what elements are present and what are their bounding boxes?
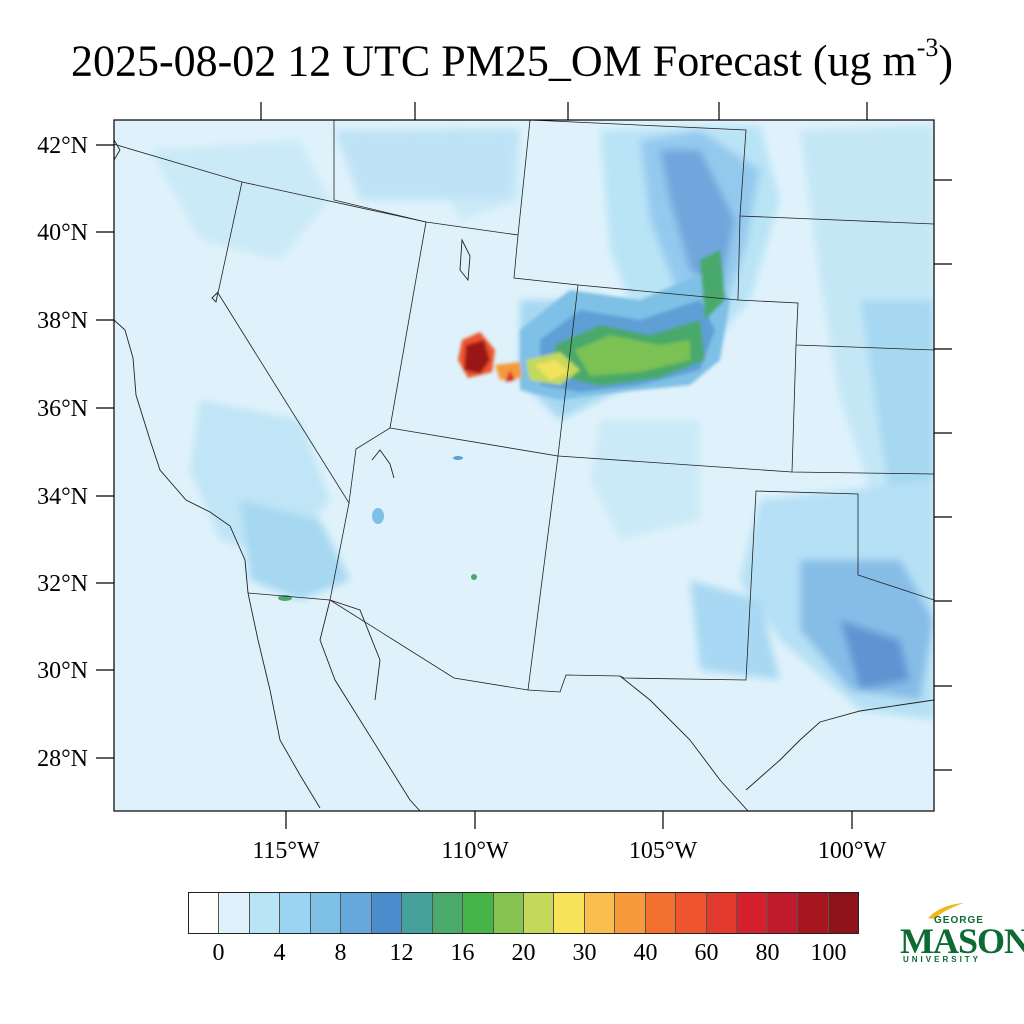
george-mason-logo: GEORGE MASON UNIVERSITY: [898, 902, 1024, 972]
latitude-labels: 42°N 40°N 38°N 36°N 34°N 32°N 30°N 28°N: [37, 133, 88, 772]
logo-university: UNIVERSITY: [903, 955, 982, 964]
lon-label: 110°W: [441, 838, 509, 864]
colorbar-box: [737, 893, 768, 933]
colorbar-box: [463, 893, 494, 933]
colorbar-label: 4: [273, 940, 286, 966]
lon-label: 100°W: [818, 838, 887, 864]
map-area: [114, 120, 934, 811]
colorbar-box: [432, 893, 464, 933]
title-close: ): [938, 36, 954, 86]
colorbar-box: [676, 893, 707, 933]
colorbar-box: [706, 893, 738, 933]
colorbar-box: [402, 893, 433, 933]
title-superscript: -3: [916, 33, 939, 62]
colorbar-box: [554, 893, 585, 933]
colorbar-label: 40: [633, 940, 658, 966]
colorbar-box: [523, 893, 555, 933]
colorbar-box: [767, 893, 799, 933]
colorbar-label: 60: [694, 940, 719, 966]
lat-label: 30°N: [37, 658, 88, 684]
colorbar-box: [584, 893, 616, 933]
axis-ticks: [96, 102, 952, 829]
colorbar-label: 20: [511, 940, 536, 966]
colorbar-label: 12: [389, 940, 414, 966]
lat-label: 36°N: [37, 396, 88, 422]
colorbar-box: [798, 893, 829, 933]
colorbar-box: [219, 893, 250, 933]
lat-label: 42°N: [37, 133, 88, 159]
colorbar-box: [249, 893, 281, 933]
colorbar-label: 100: [810, 940, 847, 966]
lat-label: 28°N: [37, 746, 88, 772]
logo-mason: MASON: [900, 921, 1024, 961]
state-boundaries: [114, 120, 934, 693]
colorbar-label: 30: [572, 940, 597, 966]
logo-george: GEORGE: [934, 915, 984, 926]
lat-label: 32°N: [37, 571, 88, 597]
colorbar-box: [645, 893, 677, 933]
colorbar-box: [828, 893, 858, 933]
colorbar-box: [615, 893, 646, 933]
map-frame: [113, 119, 935, 812]
lat-label: 38°N: [37, 308, 88, 334]
colorbar-box: [280, 893, 311, 933]
title-text: 2025-08-02 12 UTC PM25_OM Forecast (ug m: [70, 36, 917, 86]
small-smoke-spots: [278, 456, 477, 601]
colorbar-label: 16: [450, 940, 475, 966]
longitude-labels: 115°W 110°W 105°W 100°W: [252, 838, 886, 864]
lat-label: 40°N: [37, 220, 88, 246]
lon-label: 105°W: [629, 838, 698, 864]
colorbar-box: [371, 893, 403, 933]
colorbar-label: 8: [334, 940, 347, 966]
logo-swoosh-icon: [928, 903, 964, 919]
coastline: [114, 139, 934, 811]
smoke-plume: [458, 250, 730, 400]
colorbar-box: [189, 893, 220, 933]
colorbar-box: [341, 893, 372, 933]
colorbar-box: [310, 893, 342, 933]
colorbar-label: 0: [212, 940, 225, 966]
plot-title: 2025-08-02 12 UTC PM25_OM Forecast (ug m…: [0, 24, 1024, 90]
lat-label: 34°N: [37, 484, 88, 510]
colorbar-label: 80: [755, 940, 780, 966]
colorbar-box: [493, 893, 524, 933]
colorbar: [188, 892, 859, 934]
lon-label: 115°W: [252, 838, 320, 864]
